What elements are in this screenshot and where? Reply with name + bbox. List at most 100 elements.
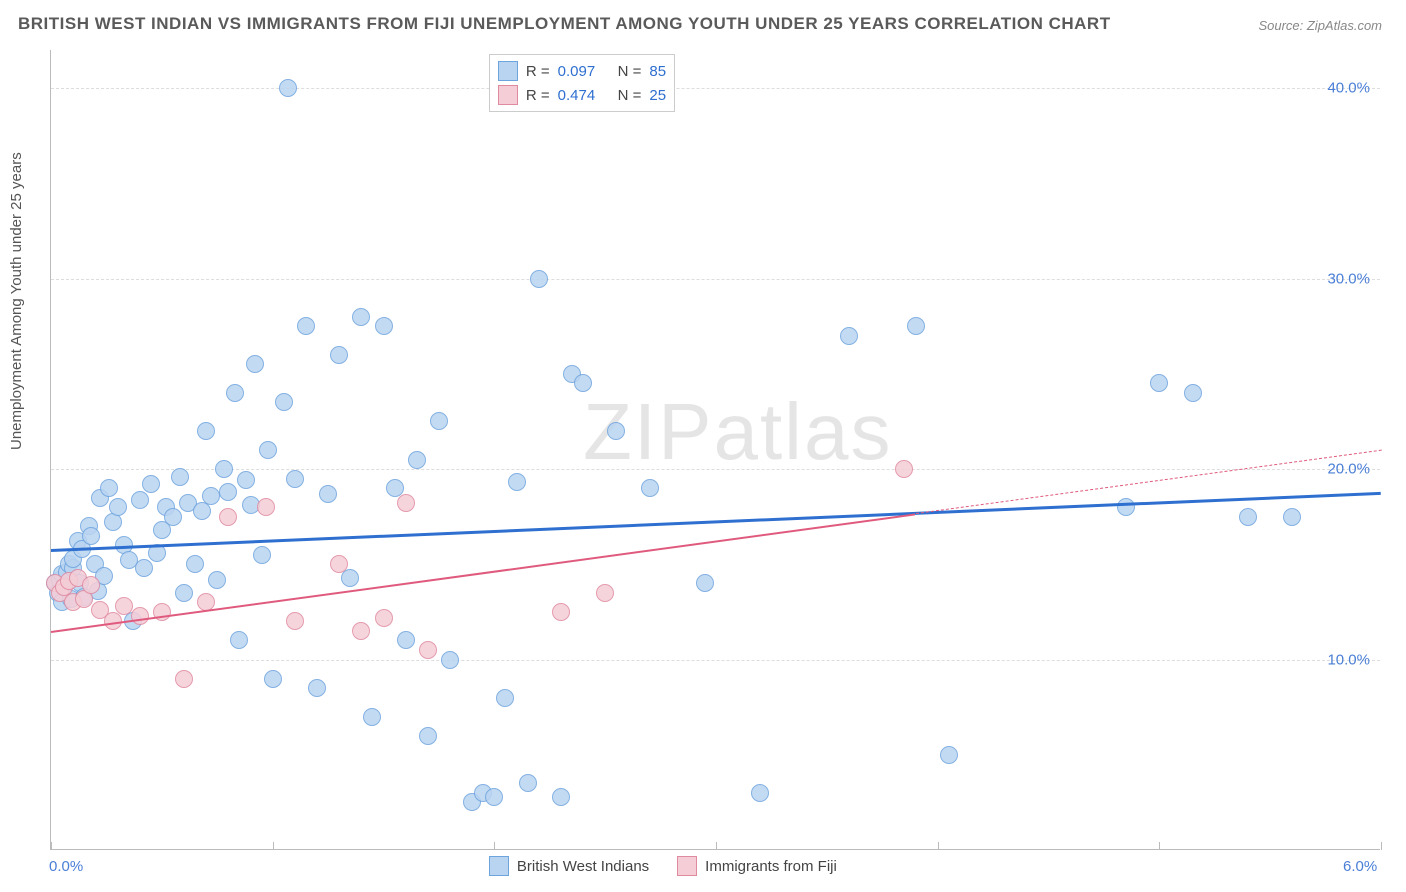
gridline-h: [51, 469, 1380, 470]
legend-swatch: [498, 61, 518, 81]
data-point: [202, 487, 220, 505]
data-point: [219, 508, 237, 526]
data-point: [1184, 384, 1202, 402]
data-point: [1283, 508, 1301, 526]
legend-n-label: N =: [618, 87, 642, 104]
data-point: [219, 483, 237, 501]
data-point: [275, 393, 293, 411]
y-tick-label: 20.0%: [1327, 461, 1370, 478]
legend-row: R = 0.474 N = 25: [498, 83, 666, 107]
x-tick-label: 0.0%: [49, 858, 83, 875]
data-point: [363, 708, 381, 726]
data-point: [237, 471, 255, 489]
data-point: [319, 485, 337, 503]
data-point: [164, 508, 182, 526]
data-point: [485, 788, 503, 806]
x-tick-label: 6.0%: [1343, 858, 1377, 875]
legend-swatch: [677, 856, 697, 876]
legend-n-value: 25: [649, 87, 666, 104]
data-point: [375, 317, 393, 335]
data-point: [230, 631, 248, 649]
data-point: [246, 355, 264, 373]
legend-r-label: R =: [526, 87, 550, 104]
data-point: [1150, 374, 1168, 392]
gridline-h: [51, 660, 1380, 661]
data-point: [574, 374, 592, 392]
data-point: [82, 576, 100, 594]
y-tick-label: 40.0%: [1327, 80, 1370, 97]
data-point: [215, 460, 233, 478]
data-point: [840, 327, 858, 345]
x-tick: [51, 842, 52, 850]
correlation-legend: R = 0.097 N = 85 R = 0.474 N = 25: [489, 54, 675, 112]
data-point: [696, 574, 714, 592]
data-point: [419, 641, 437, 659]
data-point: [109, 498, 127, 516]
x-tick: [938, 842, 939, 850]
data-point: [100, 479, 118, 497]
legend-row: R = 0.097 N = 85: [498, 59, 666, 83]
data-point: [264, 670, 282, 688]
watermark-text: ZIPatlas: [583, 386, 892, 478]
legend-swatch: [498, 85, 518, 105]
y-tick-label: 10.0%: [1327, 651, 1370, 668]
data-point: [257, 498, 275, 516]
data-point: [171, 468, 189, 486]
data-point: [441, 651, 459, 669]
data-point: [82, 527, 100, 545]
data-point: [330, 346, 348, 364]
series-legend: British West Indians Immigrants from Fiji: [489, 856, 837, 876]
data-point: [895, 460, 913, 478]
data-point: [193, 502, 211, 520]
data-point: [226, 384, 244, 402]
data-point: [142, 475, 160, 493]
data-point: [397, 494, 415, 512]
data-point: [397, 631, 415, 649]
data-point: [419, 727, 437, 745]
legend-r-label: R =: [526, 63, 550, 80]
legend-n-label: N =: [618, 63, 642, 80]
data-point: [530, 270, 548, 288]
data-point: [197, 422, 215, 440]
data-point: [175, 584, 193, 602]
data-point: [1117, 498, 1135, 516]
legend-item: British West Indians: [489, 856, 649, 876]
data-point: [375, 609, 393, 627]
y-tick-label: 30.0%: [1327, 270, 1370, 287]
data-point: [297, 317, 315, 335]
legend-r-value: 0.474: [558, 87, 610, 104]
scatter-plot-area: ZIPatlas 10.0%20.0%30.0%40.0%0.0%6.0%: [50, 50, 1380, 850]
x-tick: [716, 842, 717, 850]
legend-swatch: [489, 856, 509, 876]
data-point: [308, 679, 326, 697]
data-point: [175, 670, 193, 688]
x-tick: [494, 842, 495, 850]
data-point: [552, 603, 570, 621]
data-point: [1239, 508, 1257, 526]
data-point: [552, 788, 570, 806]
data-point: [496, 689, 514, 707]
data-point: [279, 79, 297, 97]
data-point: [751, 784, 769, 802]
source-attribution: Source: ZipAtlas.com: [1258, 18, 1382, 33]
data-point: [131, 491, 149, 509]
data-point: [259, 441, 277, 459]
data-point: [186, 555, 204, 573]
legend-n-value: 85: [649, 63, 666, 80]
data-point: [286, 612, 304, 630]
legend-r-value: 0.097: [558, 63, 610, 80]
data-point: [940, 746, 958, 764]
legend-item: Immigrants from Fiji: [677, 856, 837, 876]
data-point: [330, 555, 348, 573]
data-point: [641, 479, 659, 497]
data-point: [607, 422, 625, 440]
legend-series-name: Immigrants from Fiji: [705, 858, 837, 875]
data-point: [253, 546, 271, 564]
data-point: [131, 607, 149, 625]
data-point: [208, 571, 226, 589]
data-point: [352, 308, 370, 326]
data-point: [508, 473, 526, 491]
legend-series-name: British West Indians: [517, 858, 649, 875]
data-point: [596, 584, 614, 602]
x-tick: [273, 842, 274, 850]
